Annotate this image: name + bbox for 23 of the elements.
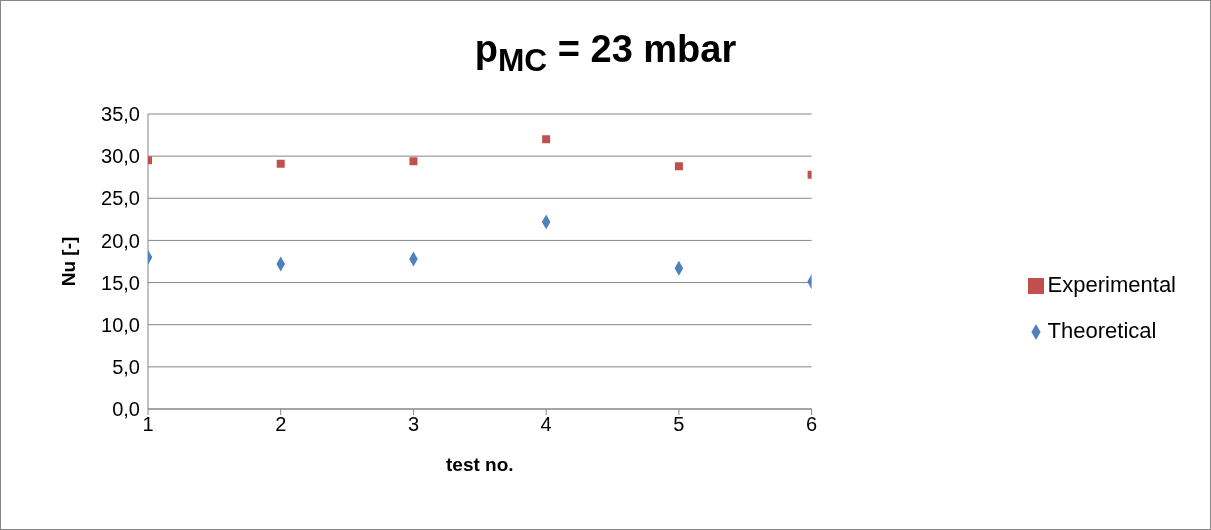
x-tick-label: 3 — [407, 413, 420, 436]
point — [409, 157, 418, 166]
y-tick-label: 35,0 — [101, 103, 140, 126]
y-tick-label: 15,0 — [101, 271, 140, 294]
y-tick-label: 10,0 — [101, 313, 140, 336]
x-tick-label: 4 — [540, 413, 552, 436]
y-tick-label: 5,0 — [112, 355, 140, 378]
legend-label: Theoretical — [1047, 318, 1157, 343]
point — [674, 162, 683, 171]
y-tick-label: 20,0 — [101, 229, 140, 252]
point — [276, 159, 285, 168]
y-axis-title: Nu [-] — [57, 236, 79, 287]
y-tick-label: 0,0 — [112, 398, 140, 421]
x-axis-title: test no. — [446, 454, 514, 475]
x-tick-label: 1 — [142, 413, 154, 436]
y-tick-label: 25,0 — [101, 187, 140, 210]
y-tick-label: 30,0 — [101, 145, 140, 168]
legend-label: Experimental — [1047, 272, 1176, 297]
chart-title: p$_{MC}$ = 23 mbar — [473, 28, 738, 79]
x-tick-label: 6 — [806, 413, 818, 436]
point — [542, 135, 551, 144]
x-tick-label: 2 — [275, 413, 287, 436]
x-tick-label: 5 — [673, 413, 685, 436]
